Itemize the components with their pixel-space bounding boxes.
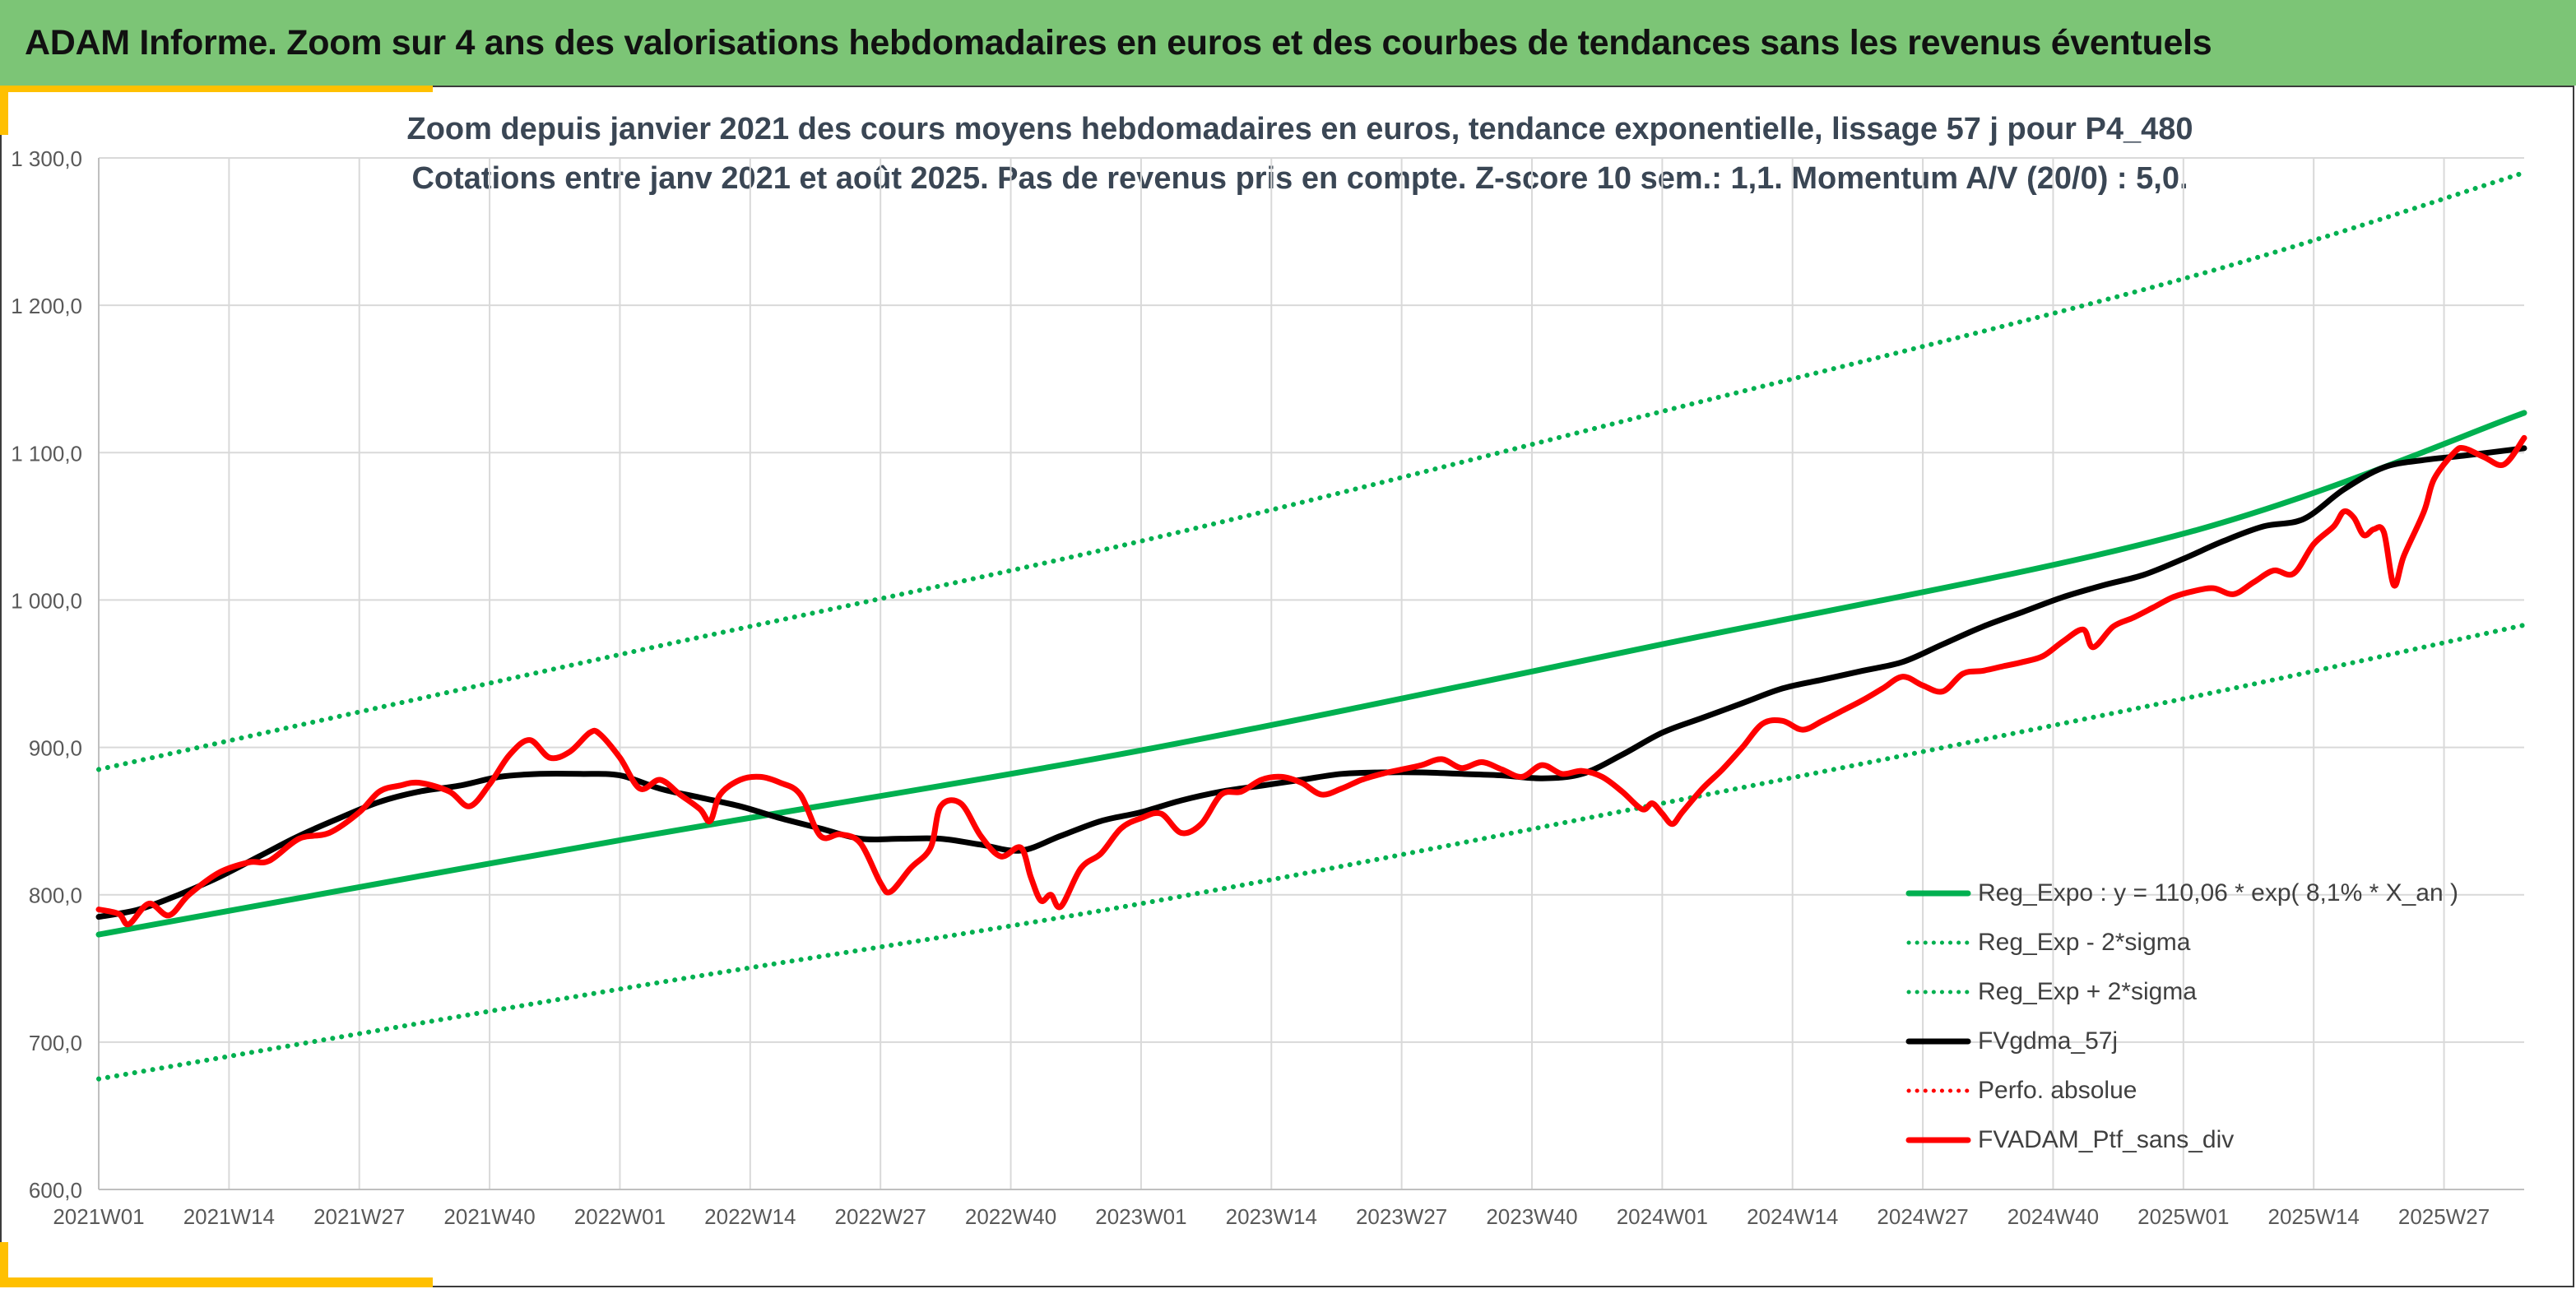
x-tick-label: 2022W40 [965,1204,1056,1229]
legend-label: Reg_Expo : y = 110,06 * exp( 8,1% * X_an… [1978,879,2458,906]
x-tick-label: 2024W27 [1877,1204,1968,1229]
x-tick-label: 2021W01 [53,1204,144,1229]
series-sigma-lower-line [96,622,2527,1082]
banner: ADAM Informe. Zoom sur 4 ans des valoris… [0,0,2576,86]
legend-item: FVgdma_57j [1905,1025,2564,1058]
legend-swatch [1906,1088,1970,1093]
x-tick-label: 2022W14 [704,1204,796,1229]
x-tick-label: 2024W40 [2007,1204,2099,1229]
series-portfolio-line [95,434,2527,928]
x-tick-label: 2023W27 [1356,1204,1447,1229]
x-tick-label: 2023W14 [1226,1204,1317,1229]
legend-label: FVgdma_57j [1978,1027,2119,1055]
accent-bar-top [0,86,433,92]
legend-item: FVADAM_Ptf_sans_div [1905,1124,2564,1157]
legend-swatch [1905,1137,1971,1143]
x-tick-label: 2023W40 [1486,1204,1577,1229]
x-tick-label: 2021W40 [443,1204,535,1229]
y-tick-label: 900,0 [29,736,82,761]
accent-bar-bottom [0,1277,433,1287]
x-tick-label: 2025W01 [2137,1204,2229,1229]
legend-swatch [1905,890,1971,897]
y-tick-label: 1 100,0 [11,441,82,466]
legend-label: FVADAM_Ptf_sans_div [1978,1126,2235,1153]
x-tick-label: 2023W01 [1095,1204,1186,1229]
banner-title: ADAM Informe. Zoom sur 4 ans des valoris… [25,22,2212,63]
legend-item: Reg_Exp + 2*sigma [1905,976,2564,1008]
x-tick-label: 2025W14 [2268,1204,2360,1229]
legend-item: Perfo. absolue [1905,1074,2564,1107]
legend-label: Perfo. absolue [1978,1077,2137,1104]
series-sigma-upper-line [96,169,2527,772]
chart-subtitle: Cotations entre janv 2021 et août 2025. … [411,161,2188,196]
x-tick-label: 2021W14 [183,1204,275,1229]
y-tick-label: 600,0 [29,1178,82,1203]
x-tick-label: 2022W27 [835,1204,926,1229]
legend-swatch [1905,1038,1971,1045]
chart-title: Zoom depuis janvier 2021 des cours moyen… [406,112,2193,146]
legend-label: Reg_Exp - 2*sigma [1978,929,2191,956]
series-trend-line [95,410,2527,938]
legend-item: Reg_Exp - 2*sigma [1905,926,2564,959]
y-tick-label: 800,0 [29,883,82,908]
x-tick-label: 2024W01 [1617,1204,1708,1229]
x-tick-label: 2025W27 [2398,1204,2490,1229]
x-tick-label: 2021W27 [313,1204,405,1229]
legend-label: Reg_Exp + 2*sigma [1978,978,2197,1005]
legend-item: Reg_Expo : y = 110,06 * exp( 8,1% * X_an… [1905,877,2564,910]
accent-bar-left-bottom [0,1242,8,1287]
series-gdma-line [95,445,2527,920]
chart-frame [0,86,2574,1287]
y-tick-label: 700,0 [29,1031,82,1055]
x-tick-label: 2022W01 [574,1204,666,1229]
legend-swatch [1906,940,1970,945]
y-tick-label: 1 300,0 [11,146,82,171]
y-tick-label: 1 000,0 [11,588,82,613]
y-tick-label: 1 200,0 [11,294,82,318]
accent-bar-left-top [0,86,8,135]
legend-swatch [1906,990,1970,995]
x-tick-label: 2024W14 [1747,1204,1838,1229]
